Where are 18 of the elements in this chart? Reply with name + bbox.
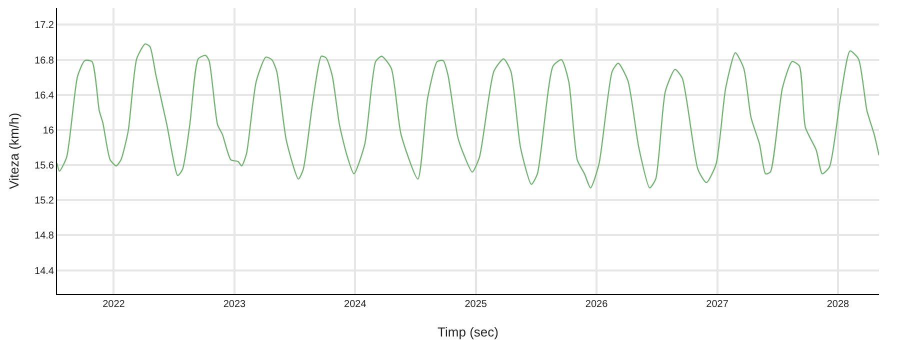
x-tick-label: 2025 bbox=[464, 299, 488, 310]
x-tick-label: 2022 bbox=[102, 299, 126, 310]
y-tick-label: 16 bbox=[42, 125, 54, 136]
y-tick-label: 16.4 bbox=[34, 90, 54, 102]
y-tick-label: 15.2 bbox=[34, 196, 54, 207]
y-tick-label: 15.6 bbox=[34, 160, 54, 172]
x-tick-label: 2023 bbox=[223, 299, 246, 310]
y-tick-label: 17.2 bbox=[34, 20, 54, 32]
y-tick-label: 14.4 bbox=[34, 266, 54, 277]
x-tick-label: 2026 bbox=[585, 299, 608, 310]
line-series bbox=[57, 43, 879, 188]
x-tick-label: 2024 bbox=[344, 299, 367, 310]
y-tick-label: 16.8 bbox=[34, 55, 54, 66]
x-axis-title: Timp (sec) bbox=[438, 324, 498, 340]
x-tick-label: 2027 bbox=[706, 299, 729, 310]
y-tick-label: 14.8 bbox=[34, 230, 54, 242]
y-axis-title: Viteza (km/h) bbox=[6, 112, 22, 190]
x-tick-label: 2028 bbox=[826, 299, 850, 310]
